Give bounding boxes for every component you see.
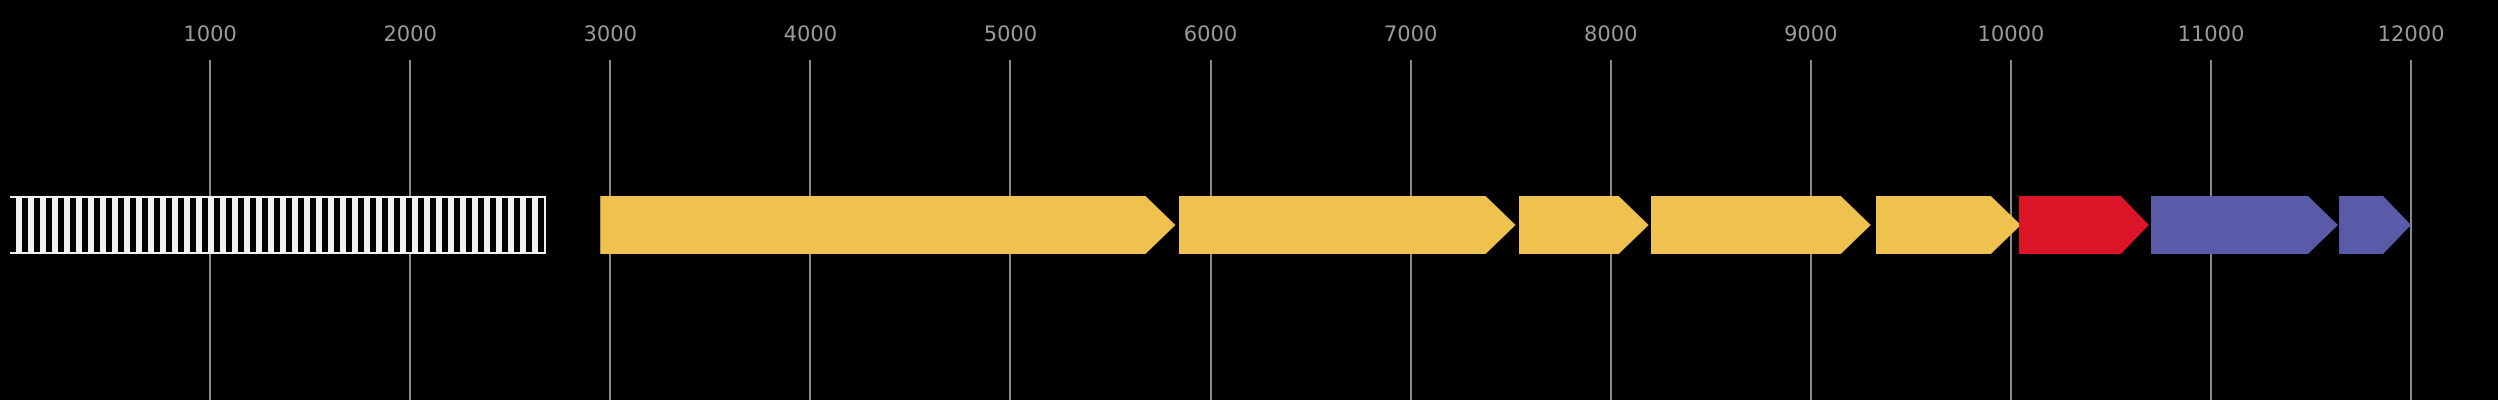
feature-red-1[interactable] bbox=[2019, 196, 2149, 254]
feature-yellow-3[interactable] bbox=[1519, 196, 1649, 254]
axis-tick-label: 10000 bbox=[1977, 22, 2045, 46]
feature-yellow-4[interactable] bbox=[1651, 196, 1871, 254]
feature-red-1-shape bbox=[2019, 196, 2149, 254]
feature-yellow-4-shape bbox=[1651, 196, 1871, 254]
feature-hatched-region[interactable] bbox=[10, 196, 547, 254]
feature-blue-2[interactable] bbox=[2339, 196, 2411, 254]
feature-yellow-2-shape bbox=[1179, 196, 1516, 254]
feature-blue-1-shape bbox=[2151, 196, 2338, 254]
feature-blue-1[interactable] bbox=[2151, 196, 2338, 254]
feature-yellow-2[interactable] bbox=[1179, 196, 1516, 254]
axis-tick-label: 1000 bbox=[183, 22, 237, 46]
feature-blue-2-shape bbox=[2339, 196, 2411, 254]
axis-tick-label: 2000 bbox=[383, 22, 437, 46]
axis-tick-label: 9000 bbox=[1784, 22, 1838, 46]
feature-track bbox=[0, 196, 2498, 254]
feature-yellow-1-shape bbox=[600, 196, 1175, 254]
feature-yellow-5[interactable] bbox=[1876, 196, 2021, 254]
feature-yellow-1[interactable] bbox=[600, 196, 1175, 254]
feature-yellow-3-shape bbox=[1519, 196, 1649, 254]
axis-tick-label: 11000 bbox=[2177, 22, 2245, 46]
axis-tick-label: 3000 bbox=[583, 22, 637, 46]
axis-tick-line bbox=[2410, 60, 2413, 400]
axis-tick-label: 4000 bbox=[783, 22, 838, 46]
axis-tick-label: 12000 bbox=[2377, 22, 2445, 46]
axis-tick-label: 7000 bbox=[1383, 22, 1438, 46]
feature-hatched-region-shape bbox=[10, 196, 547, 254]
axis-tick-label: 5000 bbox=[983, 22, 1038, 46]
axis-tick-label: 8000 bbox=[1583, 22, 1638, 46]
axis-tick-label: 6000 bbox=[1183, 22, 1238, 46]
feature-yellow-5-shape bbox=[1876, 196, 2021, 254]
